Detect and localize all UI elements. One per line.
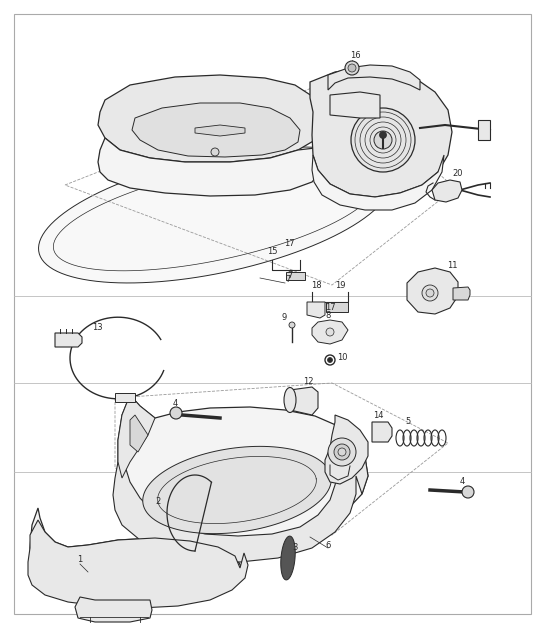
Polygon shape xyxy=(478,120,490,140)
Circle shape xyxy=(379,131,386,139)
Polygon shape xyxy=(30,508,242,600)
Text: 14: 14 xyxy=(373,411,383,420)
Circle shape xyxy=(345,61,359,75)
Circle shape xyxy=(289,322,295,328)
Polygon shape xyxy=(55,333,82,347)
Polygon shape xyxy=(453,287,470,300)
Circle shape xyxy=(328,357,332,362)
Polygon shape xyxy=(98,138,322,196)
Polygon shape xyxy=(143,447,331,534)
Text: 19: 19 xyxy=(335,281,345,290)
Polygon shape xyxy=(407,268,458,314)
Text: 2: 2 xyxy=(155,497,161,507)
Text: 9: 9 xyxy=(281,313,287,323)
Polygon shape xyxy=(28,520,248,608)
Text: 7: 7 xyxy=(287,271,293,279)
Text: 1: 1 xyxy=(77,556,83,565)
Polygon shape xyxy=(432,180,462,202)
Circle shape xyxy=(211,148,219,156)
Circle shape xyxy=(426,289,434,297)
Circle shape xyxy=(348,64,356,72)
Polygon shape xyxy=(281,536,295,580)
Polygon shape xyxy=(310,68,452,197)
Circle shape xyxy=(422,285,438,301)
Text: 4: 4 xyxy=(172,399,178,408)
Text: 10: 10 xyxy=(337,354,347,362)
Polygon shape xyxy=(195,125,245,136)
Polygon shape xyxy=(312,155,444,210)
Circle shape xyxy=(334,444,350,460)
Polygon shape xyxy=(330,92,380,118)
Circle shape xyxy=(338,448,346,456)
Text: 16: 16 xyxy=(350,50,360,60)
Polygon shape xyxy=(312,320,348,344)
Polygon shape xyxy=(115,393,135,402)
Circle shape xyxy=(351,108,415,172)
Text: 7: 7 xyxy=(286,276,290,284)
Polygon shape xyxy=(328,65,420,90)
Circle shape xyxy=(328,438,356,466)
Polygon shape xyxy=(75,597,152,622)
Text: 6: 6 xyxy=(325,541,331,550)
Polygon shape xyxy=(326,302,348,312)
Text: 13: 13 xyxy=(92,323,102,332)
Text: 15: 15 xyxy=(267,247,277,256)
Polygon shape xyxy=(118,395,155,478)
Circle shape xyxy=(374,131,392,149)
Text: 4: 4 xyxy=(459,477,465,487)
Text: 3: 3 xyxy=(292,543,298,553)
Text: 18: 18 xyxy=(311,281,322,290)
Text: 20: 20 xyxy=(453,168,463,178)
Circle shape xyxy=(462,486,474,498)
Polygon shape xyxy=(307,302,325,318)
Polygon shape xyxy=(98,75,325,162)
Polygon shape xyxy=(372,422,392,442)
Text: 17: 17 xyxy=(325,303,335,311)
Polygon shape xyxy=(325,415,368,484)
Text: 5: 5 xyxy=(405,418,410,426)
Ellipse shape xyxy=(284,387,296,413)
Text: 11: 11 xyxy=(447,261,457,269)
Polygon shape xyxy=(39,147,391,283)
Polygon shape xyxy=(290,387,318,415)
Circle shape xyxy=(170,407,182,419)
Polygon shape xyxy=(132,103,300,157)
Text: 8: 8 xyxy=(325,310,331,320)
Polygon shape xyxy=(113,440,368,562)
Text: 17: 17 xyxy=(284,239,294,249)
Polygon shape xyxy=(130,415,148,452)
Text: 12: 12 xyxy=(303,377,313,386)
Polygon shape xyxy=(286,272,305,280)
Polygon shape xyxy=(118,395,368,538)
Circle shape xyxy=(326,328,334,336)
